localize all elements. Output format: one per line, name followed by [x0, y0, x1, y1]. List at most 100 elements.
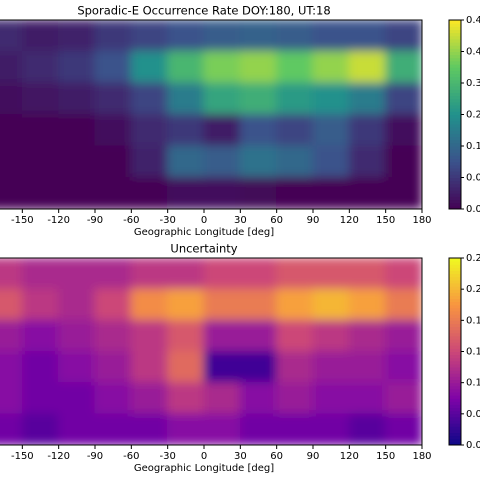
colorbar-segment: [449, 183, 461, 188]
heatmap-cell: [203, 114, 241, 147]
heatmap-cell: [167, 351, 205, 384]
heatmap-cell: [94, 145, 132, 178]
x-tick-label: 90: [307, 215, 320, 226]
heatmap-cell: [58, 82, 96, 115]
colorbar-segment: [449, 196, 461, 201]
heatmap-cell: [58, 382, 96, 415]
x-tick-label: -60: [123, 451, 139, 462]
heatmap-cell: [167, 382, 205, 415]
colorbar-segment: [449, 307, 461, 312]
x-axis-label: Geographic Longitude [deg]: [134, 227, 274, 238]
heatmap-cells: [0, 20, 422, 209]
heatmap-cell: [203, 145, 241, 178]
heatmap-cell: [0, 51, 23, 84]
colorbar-segment: [449, 161, 461, 166]
colorbar-segment: [449, 392, 461, 396]
heatmap-cell: [385, 177, 422, 209]
heatmap-cell: [276, 177, 314, 209]
heatmap-cell: [276, 382, 314, 415]
heatmap-field: [0, 258, 422, 445]
heatmap-cell: [312, 177, 350, 209]
colorbar-segment: [449, 317, 461, 321]
x-tick-label: 0: [201, 451, 207, 462]
heatmap-cell: [130, 288, 169, 321]
heatmap-cell: [276, 319, 314, 352]
colorbar-segment: [449, 51, 461, 56]
heatmap-cell: [58, 351, 96, 384]
heatmap-cell: [94, 82, 132, 115]
colorbar-segment: [449, 276, 461, 281]
heatmap-cell: [348, 145, 387, 178]
heatmap-cell: [385, 319, 422, 352]
colorbar-segment: [449, 54, 461, 59]
heatmap-cell: [0, 382, 23, 415]
heatmap-cell: [0, 319, 23, 352]
colorbar-segment: [449, 64, 461, 68]
heatmap-cell: [348, 351, 387, 384]
colorbar-segment: [449, 373, 461, 377]
heatmap-cell: [312, 145, 350, 178]
heatmap-cell: [21, 382, 60, 415]
heatmap-cell: [0, 351, 23, 384]
heatmap-cell: [21, 114, 60, 147]
heatmap-cell: [21, 319, 60, 352]
heatmap-cell: [203, 288, 241, 321]
colorbar-tick-label: 0.00: [466, 204, 480, 215]
heatmap-cell: [348, 51, 387, 84]
colorbar-segment: [449, 152, 461, 156]
x-tick-label: 120: [340, 215, 359, 226]
heatmap-cell: [130, 319, 169, 352]
colorbar-segment: [449, 363, 461, 368]
colorbar-segment: [449, 348, 461, 352]
heatmap-cell: [94, 177, 132, 209]
heatmap-cell: [385, 351, 422, 384]
colorbar-tick-label: 0.16: [466, 141, 480, 152]
heatmap-cell: [203, 258, 241, 290]
colorbar-tick-label: 0.32: [466, 78, 480, 89]
heatmap-cell: [130, 413, 169, 445]
heatmap-cell: [167, 258, 205, 290]
colorbar-segment: [449, 314, 461, 318]
heatmap-cell: [312, 114, 350, 147]
heatmap-cell: [203, 177, 241, 209]
heatmap-cell: [276, 114, 314, 147]
colorbar-segment: [449, 180, 461, 185]
heatmap-cell: [312, 351, 350, 384]
heatmap-cell: [348, 319, 387, 352]
colorbar-segment: [449, 142, 461, 147]
heatmap-cell: [276, 413, 314, 445]
colorbar-segment: [449, 20, 461, 24]
heatmap-cell: [312, 258, 350, 290]
colorbar-segment: [449, 332, 461, 337]
heatmap-cell: [348, 288, 387, 321]
colorbar-segment: [449, 26, 461, 30]
heatmap-cell: [58, 288, 96, 321]
heatmap-cell: [94, 319, 132, 352]
heatmap-cell: [130, 177, 169, 209]
colorbar-segment: [449, 304, 461, 309]
colorbar-segment: [449, 60, 461, 65]
colorbar-segment: [449, 329, 461, 334]
colorbar-segment: [449, 164, 461, 169]
x-tick-label: 120: [340, 451, 359, 462]
heatmap-cell: [239, 288, 278, 321]
colorbar-segment: [449, 282, 461, 287]
heatmap-cell: [312, 288, 350, 321]
heatmap-cell: [130, 145, 169, 178]
heatmap-cell: [130, 258, 169, 290]
colorbar-segment: [449, 429, 461, 434]
colorbar-segment: [449, 301, 461, 306]
heatmap-cell: [312, 82, 350, 115]
heatmap-cell: [167, 82, 205, 115]
colorbar-tick-label: 0.15: [466, 347, 480, 358]
heatmap-cell: [276, 82, 314, 115]
heatmap-cell: [385, 145, 422, 178]
colorbar-segment: [449, 376, 461, 381]
colorbar-segment: [449, 193, 461, 197]
colorbar-segment: [449, 267, 461, 271]
heatmap-cell: [348, 258, 387, 290]
colorbar-segment: [449, 114, 461, 119]
colorbar-segment: [449, 351, 461, 356]
heatmap-cell: [203, 82, 241, 115]
